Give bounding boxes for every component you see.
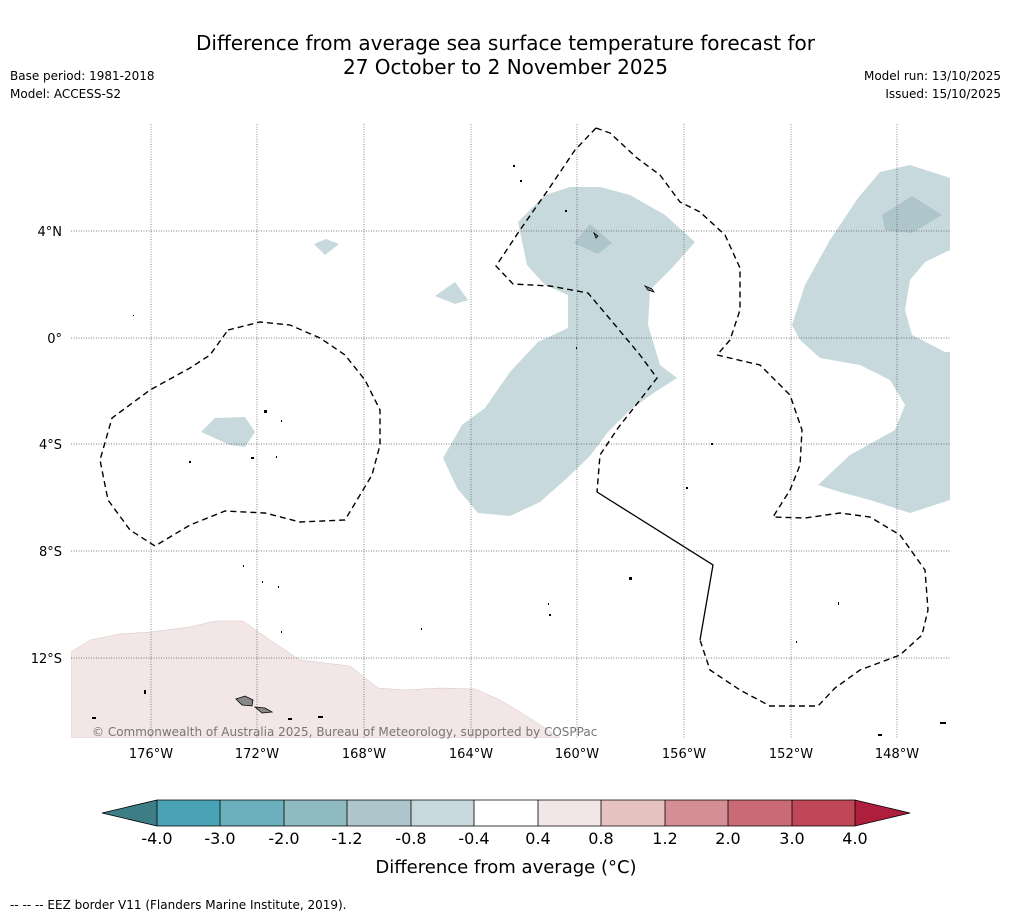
cool-anomaly-east-core <box>882 196 942 233</box>
islands <box>235 231 655 714</box>
title-line-1: Difference from average sea surface temp… <box>195 31 815 55</box>
colorbar-ticks: -4.0 -3.0 -2.0 -1.2 -0.8 -0.4 0.4 0.8 1.… <box>141 829 867 848</box>
cool-anomaly-east <box>792 165 950 513</box>
colorbar-swatch <box>284 800 347 826</box>
colorbar-swatch <box>157 800 220 826</box>
warm-anomaly-region <box>71 620 561 738</box>
colorbar-swatch <box>792 800 855 826</box>
colorbar: -4.0 -3.0 -2.0 -1.2 -0.8 -0.4 0.4 0.8 1.… <box>101 799 911 878</box>
lon-label-176w: 176°W <box>129 747 173 762</box>
model-run: Model run: 13/10/2025 <box>863 69 1001 83</box>
lon-labels: 176°W 172°W 168°W 164°W 160°W 156°W 152°… <box>129 747 919 762</box>
title-line-2: 27 October to 2 November 2025 <box>342 55 669 79</box>
colorbar-tick: -0.4 <box>458 829 489 848</box>
colorbar-tick: 0.4 <box>525 829 550 848</box>
atolls <box>92 165 946 736</box>
colorbar-tick: -3.0 <box>204 829 235 848</box>
colorbar-high-extend <box>855 800 910 826</box>
colorbar-tick: 4.0 <box>842 829 867 848</box>
lat-labels: 4°N 0° 4°S 8°S 12°S <box>31 225 62 667</box>
colorbar-tick: 0.8 <box>588 829 613 848</box>
colorbar-tick: 2.0 <box>715 829 740 848</box>
eez-border-east <box>699 354 929 707</box>
lon-label-152w: 152°W <box>769 747 813 762</box>
colorbar-swatch <box>474 800 538 826</box>
cool-anomaly-small-3 <box>201 417 255 447</box>
colorbar-tick: 1.2 <box>652 829 677 848</box>
colorbar-swatch <box>728 800 792 826</box>
lat-label-0: 0° <box>47 332 62 347</box>
lat-label-4s: 4°S <box>39 438 62 453</box>
lon-label-164w: 164°W <box>449 747 493 762</box>
cool-anomaly-small-1 <box>314 239 339 255</box>
model-name: Model: ACCESS-S2 <box>10 87 122 101</box>
colorbar-tick: -4.0 <box>141 829 172 848</box>
colorbar-label: Difference from average (°C) <box>375 857 636 878</box>
colorbar-dividers <box>156 800 856 826</box>
lon-label-148w: 148°W <box>875 747 919 762</box>
eez-footnote: -- -- -- EEZ border V11 (Flanders Marine… <box>10 898 347 912</box>
lat-label-8s: 8°S <box>39 545 62 560</box>
issued-date: Issued: 15/10/2025 <box>885 87 1001 101</box>
lon-label-156w: 156°W <box>662 747 706 762</box>
colorbar-tick: -0.8 <box>395 829 426 848</box>
gridlines <box>71 124 950 738</box>
samoa-island-1 <box>235 695 254 707</box>
eez-border-west <box>99 321 381 547</box>
meta-left: Base period: 1981-2018 Model: ACCESS-S2 <box>10 67 155 103</box>
colorbar-tick: -1.2 <box>331 829 362 848</box>
colorbar-swatch <box>538 800 601 826</box>
cool-anomaly-central <box>443 187 695 516</box>
colorbar-swatch <box>601 800 665 826</box>
colorbar-tick: -2.0 <box>268 829 299 848</box>
eez-borders <box>99 127 929 707</box>
lon-label-168w: 168°W <box>342 747 386 762</box>
cool-anomaly-small-2 <box>435 282 468 304</box>
colorbar-swatch <box>347 800 411 826</box>
base-period: Base period: 1981-2018 <box>10 69 155 83</box>
boundary-line <box>596 491 714 641</box>
eez-border-central-west <box>495 127 658 493</box>
lon-label-160w: 160°W <box>555 747 599 762</box>
colorbar-tick: 3.0 <box>779 829 804 848</box>
colorbar-swatch <box>665 800 728 826</box>
copyright-text: © Commonwealth of Australia 2025, Bureau… <box>92 725 597 739</box>
samoa-island-2 <box>253 706 274 714</box>
lon-label-172w: 172°W <box>235 747 279 762</box>
meta-right: Model run: 13/10/2025 Issued: 15/10/2025 <box>864 67 1001 103</box>
map-area <box>71 124 950 738</box>
lat-label-12s: 12°S <box>31 652 62 667</box>
colorbar-swatch <box>220 800 284 826</box>
colorbar-swatch <box>411 800 474 826</box>
chart-title: Difference from average sea surface temp… <box>0 31 1011 79</box>
cool-anomaly-core <box>574 224 612 254</box>
lat-label-4n: 4°N <box>38 225 63 240</box>
colorbar-low-extend <box>102 800 157 826</box>
